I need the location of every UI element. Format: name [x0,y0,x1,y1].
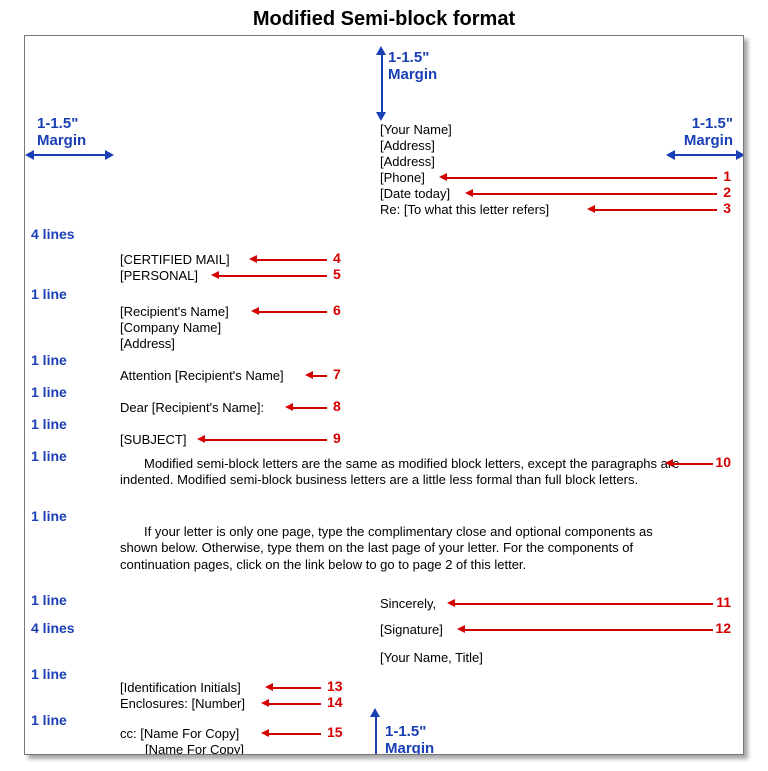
spacing-1line-8: 1 line [31,666,67,682]
callout-9-arrowhead [197,435,205,443]
sender-name: [Your Name] [380,122,452,137]
callout-2: 2 [723,185,731,199]
margin-bottom-label: 1-1.5" Margin [385,724,434,755]
closing-line: Sincerely, [380,596,436,611]
paragraph-1-text: Modified semi-block letters are the same… [120,456,680,489]
callout-9-line [205,439,327,441]
spacing-4lines-1: 4 lines [31,226,75,242]
callout-7: 7 [333,367,341,381]
spacing-1line-2: 1 line [31,352,67,368]
callout-4-arrowhead [249,255,257,263]
callout-1-line [447,177,717,179]
sender-date: [Date today] [380,186,450,201]
spacing-1line-6: 1 line [31,508,67,524]
id-initials: [Identification Initials] [120,680,241,695]
callout-7-line [313,375,327,377]
callout-12-line [465,629,713,631]
callout-11-line [455,603,713,605]
callout-14: 14 [327,695,343,709]
callout-1-arrowhead [439,173,447,181]
letter-page: 1-1.5" Margin 1-1.5" Margin 1-1.5" Margi… [24,35,744,755]
callout-2-arrowhead [465,189,473,197]
margin-right-arrow [673,154,737,156]
callout-6-line [259,311,327,313]
callout-11: 11 [716,595,731,609]
callout-13-line [273,687,321,689]
spacing-1line-7: 1 line [31,592,67,608]
margin-left-arrowhead-l [25,150,34,160]
callout-3: 3 [723,201,731,215]
callout-5: 5 [333,267,341,281]
spacing-1line-1: 1 line [31,286,67,302]
certified-mail: [CERTIFIED MAIL] [120,252,230,267]
cc-line-1: cc: [Name For Copy] [120,726,239,741]
enclosures-line: Enclosures: [Number] [120,696,245,711]
callout-15: 15 [327,725,343,739]
recipient-addr: [Address] [120,336,175,351]
callout-7-arrowhead [305,371,313,379]
cc-line-2: [Name For Copy] [145,742,244,755]
subject-line: [SUBJECT] [120,432,186,447]
callout-10-line [673,463,713,465]
sender-re: Re: [To what this letter refers] [380,202,549,217]
callout-11-arrowhead [447,599,455,607]
callout-8: 8 [333,399,341,413]
callout-12: 12 [715,621,731,635]
spacing-4lines-2: 4 lines [31,620,75,636]
callout-10-arrowhead [665,459,673,467]
sender-addr2: [Address] [380,154,435,169]
callout-5-arrowhead [211,271,219,279]
callout-14-line [269,703,321,705]
callout-8-arrowhead [285,403,293,411]
callout-5-line [219,275,327,277]
callout-3-arrowhead [587,205,595,213]
margin-left-arrowhead-r [105,150,114,160]
salutation-line: Dear [Recipient's Name]: [120,400,264,415]
callout-6: 6 [333,303,341,317]
paragraph-1: Modified semi-block letters are the same… [120,456,680,489]
spacing-1line-3: 1 line [31,384,67,400]
attention-line: Attention [Recipient's Name] [120,368,284,383]
margin-bottom-arrow [375,716,377,754]
paragraph-2: If your letter is only one page, type th… [120,524,680,573]
recipient-name: [Recipient's Name] [120,304,229,319]
sender-phone: [Phone] [380,170,425,185]
margin-top-arrow [381,54,383,114]
callout-4: 4 [333,251,341,265]
spacing-1line-4: 1 line [31,416,67,432]
spacing-1line-9: 1 line [31,712,67,728]
printed-name: [Your Name, Title] [380,650,483,665]
callout-1: 1 [723,169,731,183]
callout-13-arrowhead [265,683,273,691]
callout-4-line [257,259,327,261]
signature-line: [Signature] [380,622,443,637]
callout-2-line [473,193,717,195]
callout-9: 9 [333,431,341,445]
margin-bottom-arrowhead-up [370,708,380,717]
callout-3-line [595,209,717,211]
margin-top-arrowhead-up [376,46,386,55]
callout-13: 13 [327,679,343,693]
personal: [PERSONAL] [120,268,198,283]
margin-right-arrowhead-l [666,150,675,160]
paragraph-2-text: If your letter is only one page, type th… [120,524,680,573]
margin-right-label: 1-1.5" Margin [684,116,733,149]
margin-left-arrow [33,154,107,156]
callout-15-arrowhead [261,729,269,737]
callout-14-arrowhead [261,699,269,707]
callout-8-line [293,407,327,409]
recipient-company: [Company Name] [120,320,221,335]
margin-left-label: 1-1.5" Margin [37,116,86,149]
document-root: { "title": "Modified Semi-block format",… [0,0,768,755]
callout-15-line [269,733,321,735]
spacing-1line-5: 1 line [31,448,67,464]
callout-10: 10 [715,455,731,469]
margin-top-arrowhead-down [376,112,386,121]
sender-addr1: [Address] [380,138,435,153]
callout-12-arrowhead [457,625,465,633]
margin-right-arrowhead-r [736,150,744,160]
callout-6-arrowhead [251,307,259,315]
margin-top-label: 1-1.5" Margin [388,50,437,83]
page-title: Modified Semi-block format [0,0,768,35]
